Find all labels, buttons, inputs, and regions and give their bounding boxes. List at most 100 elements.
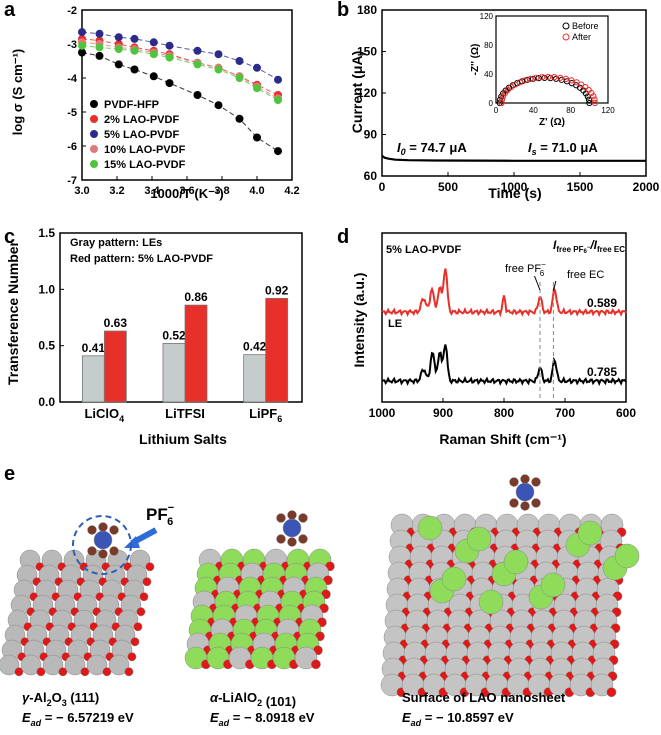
panel-a-legend-marker [90,145,98,153]
panel-a-legend-label: 2% LAO-PVDF [104,114,179,126]
panel-c-xlabel: Lithium Salts [139,431,227,447]
panel-e-atom [86,654,108,676]
panel-b-inset-point [545,73,552,81]
panel-b-ytick-label: 60 [364,169,378,183]
panel-b-inset-point [551,74,558,81]
panel-a-point [165,79,174,88]
panel-d-spectrum-top [381,268,627,318]
panel-a-legend-marker [90,160,98,168]
panel-c-bar-label: 0.42 [243,340,267,354]
panel-a-ytick-label: -7 [67,175,77,187]
panel-b-inset-point [527,75,534,82]
panel-b-inset-legend-label: After [572,32,591,42]
panel-a-point [235,57,244,65]
panel-b-inset-point [553,75,560,82]
panel-b-ytick-label: 150 [357,45,377,59]
panel-e-letter: e [4,463,15,485]
panel-c-bar [243,354,267,403]
panel-e-f-atom [109,546,119,556]
panel-e-dashed-circle [72,515,132,575]
panel-e-atom [136,607,146,617]
panel-a-point [114,60,123,69]
panel-e: e PF− 6 γ-Al2O3 (111) Ead = − 6.57219 eV α-… [0,463,640,728]
panel-d-bottom-value: 0.785 [587,365,617,379]
panel-a-legend-marker [90,115,98,123]
panel-c-ylabel: Transference Number [5,240,21,384]
panel-c-category-label: LiPF6 [249,406,282,424]
panel-b-inset-point [539,74,546,81]
panel-b-xtick-label: 2000 [633,180,660,194]
panel-e-f-atom [531,498,541,508]
panel-c-bar [162,343,186,403]
panel-d-pointer-ec [552,280,557,292]
panel-a-ytick-label: -2 [67,5,77,17]
panel-e-f-atom [98,522,108,532]
panel-b-ytick-label: 180 [357,3,377,17]
panel-e-pf6-label: PF− 6 [146,502,174,528]
panel-b-inset-point [591,96,598,103]
panel-b-inset-point [568,77,575,84]
panel-e-li-atom [466,526,492,552]
panel-e-f-atom [87,525,97,535]
panel-b-xlabel: Time (s) [488,185,541,201]
panel-b-inset-xtick-label: 40 [529,106,538,115]
panel-e-atom [311,659,321,670]
panel-b-inset-point [563,75,570,82]
panel-e-f-atom [87,546,97,556]
panel-b-inset-point [557,74,564,81]
panel-b-inset-frame [495,15,609,104]
panel-e-arrow-head [124,536,140,548]
panel-a-legend-marker [90,130,98,138]
panel-e-f-atom [531,477,541,487]
panel-a-point [274,96,282,105]
panel-c-axes: 0.0 0.5 1.0 1.5 0.41 0.63 LiClO4 0.52 0.86 LiTFSI… [38,226,303,424]
panel-c-ytick-label: 0.0 [38,395,55,409]
panel-e-atom [145,562,155,572]
panel-e-li-atom [441,566,467,592]
panel-c-ytick-label: 0.5 [38,339,55,353]
panel-b-axes: 0 500 1000 1500 2000 60 90 120 150 180 [357,3,660,194]
panel-b-inset-ytick-label: 120 [480,12,494,21]
panel-d-xtick-label: 700 [555,406,575,420]
panel-b-inset-point [590,93,597,100]
panel-a-fit-line [81,45,279,101]
panel-d-ec-label: free EC [567,269,604,281]
panel-e-f-atom [509,498,519,508]
panel-a-axes: 3.0 3.2 3.4 3.6 3.8 4.0 4.2 -2 -3 -4 -5 -6 -7 [67,5,299,197]
panel-a-ylabel: log σ (S cm⁻¹) [10,49,25,136]
panel-a-fit-line [81,41,279,99]
panel-b-inset-xtick-label: 120 [601,106,615,115]
panel-a-legend: PVDF-HFP 2% LAO-PVDF 5% LAO-PVDF 10% LAO-PV… [90,99,186,171]
panel-a-xlabel: 1000/T (K⁻¹) [150,186,223,201]
panel-a: a 3.0 3.2 3.4 3.6 3.8 4.0 4.2 -2 -3 -4 -5 -6 -7 PVDF… [4,0,300,201]
panel-a-point [114,45,123,54]
panel-a-xtick-label: 3.6 [179,185,194,197]
panel-e-f-atom [298,513,308,523]
panel-b-inset-point [524,76,531,83]
panel-b-inset-legend-label: Before [572,21,599,31]
panel-e-adsorption-energy: Ead = − 6.57219 eV [22,710,134,728]
panel-e-li-atom [577,520,603,546]
panel-a-point [253,63,261,72]
panel-a-point [253,133,261,142]
panel-b-inset-legend-marker [562,22,570,30]
panel-e-atom [139,592,149,602]
panel-a-point [149,50,158,59]
panel-a-point [274,147,282,156]
panel-a-point [165,53,174,62]
panel-c-ytick-label: 1.5 [38,226,55,240]
panel-a-xtick-label: 3.2 [109,185,124,197]
panel-e-atom [14,667,24,677]
panel-d-xtick-label: 800 [494,406,514,420]
panel-e-p-atom [282,518,302,538]
panel-b-letter: b [337,0,349,21]
panel-a-ytick-label: -6 [67,141,77,153]
panel-b-inset-xtick-label: 80 [566,106,575,115]
panel-b-xtick-label: 1000 [501,180,528,194]
panel-a-point [149,38,158,47]
panel-e-li-atom [417,515,443,541]
panel-e-f-atom [287,537,297,547]
panel-a-legend-label: 10% LAO-PVDF [104,144,186,156]
panel-e-f-atom [276,534,286,544]
panel-a-point [95,29,104,38]
